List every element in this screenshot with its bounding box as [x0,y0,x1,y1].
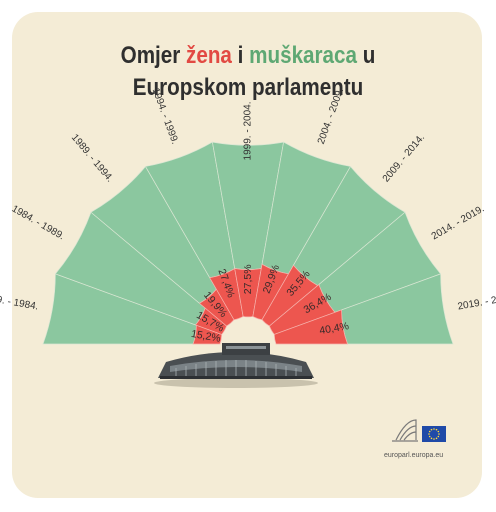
eu-star [428,435,431,438]
eu-star [430,428,433,431]
category-label-1: 1979. - 1984. [0,292,39,313]
eu-star [437,435,440,438]
eu-star [435,437,438,440]
category-label-4: 1994. - 1999. [150,87,180,146]
european-parliament-logo-icon [392,419,418,442]
category-label-5: 1999. - 2004. [243,102,254,161]
eu-star [433,428,435,430]
chart-title: Omjer žena i muškaraca u Europskom parla… [35,40,462,104]
semicircle-chart [42,141,454,345]
eu-star [428,433,430,435]
title-line-1: Omjer žena i muškaraca u [35,40,462,72]
eu-star [437,430,440,433]
title-text-b: i [231,42,250,69]
data-label-5: 27,5% [242,264,254,294]
title-men-word: muškaraca [249,42,358,69]
category-label-6: 2004. - 2009. [316,87,346,146]
eu-star [435,428,438,431]
category-label-7: 2009. - 2014. [381,132,427,184]
data-label-1: 15,2% [190,328,221,345]
title-line-2: Europskom parlamentu [132,74,364,101]
category-label-2: 1984. - 1989. [10,203,67,242]
data-label-9: 40,4% [318,320,349,337]
eu-star [430,437,433,440]
category-label-3: 1989. - 1994. [69,132,115,184]
parliament-building-icon [154,343,318,388]
footer-url: europarl.europa.eu [384,452,444,459]
title-women-word: žena [186,42,232,69]
category-label-9: 2019. - 2024. [457,292,496,313]
eu-flag-icon [422,426,446,442]
eu-star [438,433,440,435]
women-bar-9 [273,309,349,345]
eu-star [428,430,431,433]
eu-star [433,438,435,440]
category-label-8: 2014. - 2019. [430,203,487,242]
title-text-a: Omjer [120,42,187,69]
title-text-c: u [357,42,376,69]
